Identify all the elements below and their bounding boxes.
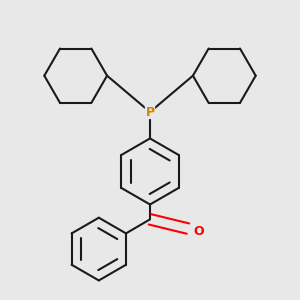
Text: P: P xyxy=(146,106,154,118)
Text: O: O xyxy=(193,225,204,238)
